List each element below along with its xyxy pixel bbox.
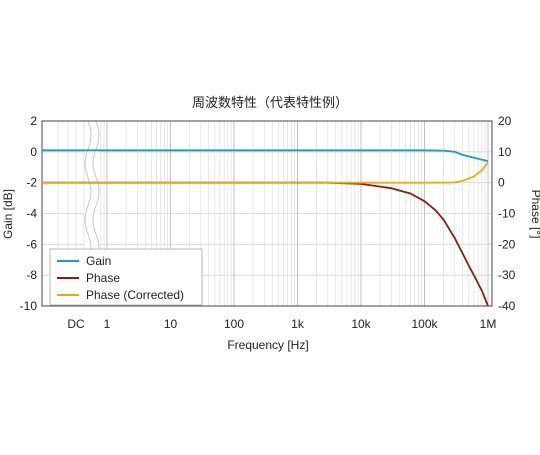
chart-title: 周波数特性（代表特性例） — [192, 95, 348, 110]
y-tick-right: -30 — [498, 268, 516, 282]
y-tick-right: -40 — [498, 299, 516, 313]
legend-label: Phase (Corrected) — [86, 288, 184, 302]
y-tick-left: -4 — [26, 207, 37, 221]
y-axis-label-right: Phase [°] — [529, 190, 540, 239]
y-tick-right: -20 — [498, 237, 516, 251]
legend-label: Phase — [86, 271, 120, 285]
y-tick-left: -10 — [20, 299, 38, 313]
y-tick-right: 10 — [498, 145, 512, 159]
y-tick-left: 0 — [30, 145, 37, 159]
y-tick-right: -10 — [498, 207, 516, 221]
legend-label: Gain — [86, 254, 111, 268]
x-tick: 100 — [224, 317, 244, 331]
x-tick: DC — [67, 317, 85, 331]
x-tick: 1M — [480, 317, 497, 331]
y-tick-left: 2 — [30, 114, 37, 128]
y-tick-right: 20 — [498, 114, 512, 128]
plot-frame — [41, 120, 493, 307]
x-tick: 10k — [351, 317, 371, 331]
legend: Gain Phase Phase (Corrected) — [49, 248, 203, 306]
x-tick: 1 — [104, 317, 111, 331]
series-lines — [42, 149, 489, 306]
series-line-phase-corrected — [42, 162, 489, 184]
x-tick: 10 — [164, 317, 178, 331]
x-tick: 100k — [411, 317, 438, 331]
x-tick: 1k — [291, 317, 305, 331]
y-tick-left: -8 — [26, 268, 37, 282]
y-tick-left: -6 — [26, 237, 37, 251]
y-tick-left: -2 — [26, 176, 37, 190]
y-tick-right: 0 — [498, 176, 505, 190]
x-axis-label: Frequency [Hz] — [227, 338, 308, 352]
series-line-gain — [42, 149, 489, 162]
y-axis-label-left: Gain [dB] — [1, 189, 15, 239]
